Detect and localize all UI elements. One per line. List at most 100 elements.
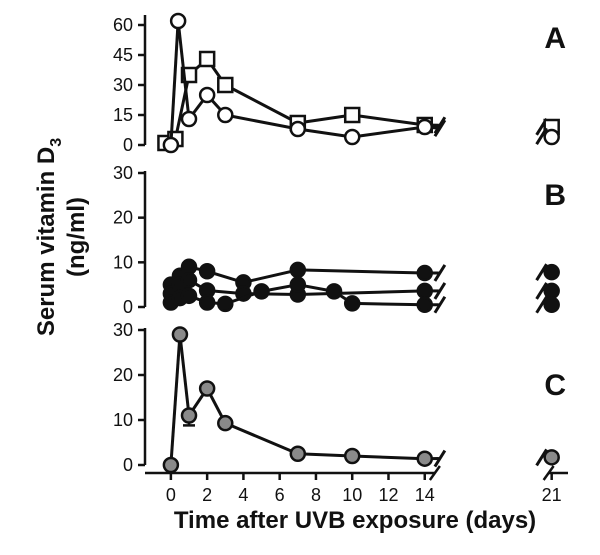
y-tick-label: 60 (113, 15, 133, 35)
y-tick-label: 20 (113, 208, 133, 228)
y-tick-label: 30 (113, 163, 133, 183)
data-point (198, 50, 216, 68)
series-break-mark (433, 264, 447, 282)
y-axis-title-main: Serum vitamin D (33, 147, 60, 336)
data-point (289, 276, 307, 293)
y-tick-label: 10 (113, 410, 133, 430)
data-point (416, 296, 433, 314)
data-point (343, 106, 361, 124)
x-axis-title: Time after UVB exposure (days) (174, 507, 536, 534)
data-point (162, 456, 180, 474)
y-tick-label: 30 (113, 75, 133, 95)
series-break-mark (433, 119, 447, 137)
series-line-segment (297, 289, 425, 296)
data-point (543, 263, 560, 281)
data-point (180, 271, 198, 289)
data-point (198, 380, 216, 397)
series-line-segment (243, 268, 299, 284)
y-tick-label: 10 (113, 252, 133, 272)
y-tick-label: 15 (113, 105, 133, 125)
series-line-segment (297, 452, 353, 458)
panel-letter: C (544, 369, 566, 402)
series-line-segment (224, 113, 299, 131)
x-tick-label: 14 (415, 485, 435, 505)
series-line-segment (297, 127, 353, 139)
data-point (162, 136, 180, 154)
x-tick-label: 10 (342, 485, 362, 505)
panel-c: C 0 10 20 30 0 2 4 6 8 10 12 14 21 (113, 320, 568, 505)
series-break-mark (535, 295, 548, 314)
series-line-segment (352, 301, 425, 307)
data-point (180, 258, 198, 276)
series-open-circle (162, 12, 560, 154)
data-point (543, 282, 560, 300)
x-axis-break-mark (428, 465, 441, 481)
data-point (253, 283, 270, 300)
series-line-segment (224, 421, 299, 456)
series-break-mark (535, 127, 548, 146)
panel-letter: B (544, 179, 566, 212)
panel-a: A 0 15 30 45 60 (113, 12, 566, 155)
series-subject-3 (162, 276, 560, 314)
series-break-mark (433, 295, 447, 314)
x-tick-label: 6 (275, 485, 285, 505)
data-point (217, 76, 234, 94)
data-point (217, 414, 234, 432)
series-line-segment (224, 83, 299, 125)
data-point (343, 447, 361, 465)
panel-b: B 0 10 20 30 (113, 163, 566, 317)
y-tick-label: 0 (123, 455, 133, 475)
series-break-mark (535, 448, 548, 467)
data-point (217, 106, 234, 124)
data-point (180, 287, 198, 305)
series-line-segment (352, 454, 425, 461)
series-line-segment (297, 113, 353, 125)
y-tick-label: 30 (113, 320, 133, 340)
data-point (198, 294, 216, 311)
series-break-mark (433, 116, 447, 135)
series-break-mark (535, 282, 548, 300)
panel-letter: A (544, 22, 566, 55)
series-line-segment (352, 125, 425, 139)
series-line-segment (176, 20, 191, 120)
y-tick-label: 20 (113, 365, 133, 385)
y-tick-label: 0 (123, 135, 133, 155)
data-point (198, 263, 216, 280)
data-point (543, 128, 560, 146)
series-line-segment (169, 334, 182, 466)
x-tick-label: 2 (202, 485, 212, 505)
series-line-segment (178, 334, 191, 416)
series-line-segment (352, 113, 425, 127)
series-break-mark (433, 282, 447, 300)
data-point (343, 295, 361, 312)
x-tick-label: 4 (238, 485, 248, 505)
data-point (289, 445, 307, 462)
data-point (416, 450, 433, 467)
data-point (289, 120, 307, 138)
data-point (169, 12, 187, 30)
data-point (198, 86, 216, 104)
data-point (171, 326, 189, 343)
data-point (343, 128, 361, 146)
data-point (217, 295, 234, 313)
data-point (289, 261, 307, 279)
y-tick-label: 45 (113, 45, 133, 65)
data-point (416, 282, 433, 300)
y-axis-title-subscript: 3 (48, 138, 65, 147)
data-point (416, 118, 433, 136)
series-mean (162, 326, 560, 474)
data-point (543, 296, 560, 314)
data-point (180, 407, 198, 424)
data-point (543, 449, 560, 466)
y-axis-units: (ng/ml) (63, 197, 90, 277)
x-axis-break-mark (542, 465, 555, 481)
series-line-segment (297, 268, 425, 275)
x-tick-label: 8 (311, 485, 321, 505)
y-tick-label: 0 (123, 297, 133, 317)
series-break-mark (535, 263, 548, 282)
series-break-mark (433, 449, 447, 468)
series-line-segment (169, 20, 180, 146)
data-point (325, 283, 343, 300)
x-tick-label: 12 (378, 485, 398, 505)
